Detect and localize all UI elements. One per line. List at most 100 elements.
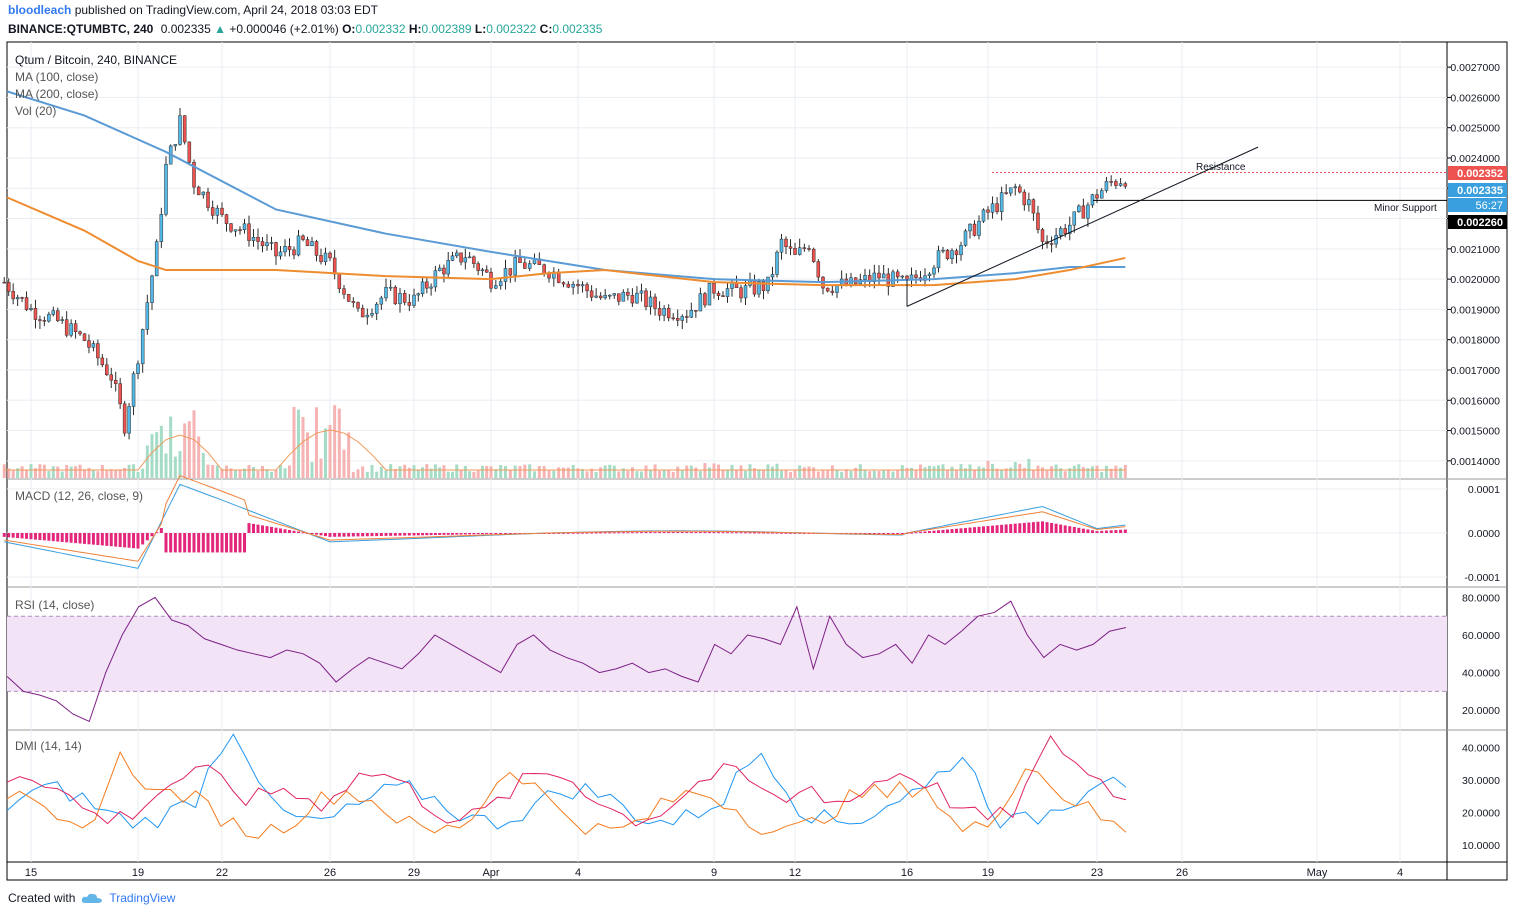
macd-histogram-bar [1009, 524, 1013, 533]
candle-body [220, 207, 224, 215]
volume-bar [1054, 464, 1058, 478]
macd-histogram-bar [489, 533, 493, 534]
volume-bar [802, 467, 806, 478]
macd-histogram-bar [504, 533, 507, 534]
macd-histogram-bar [612, 532, 616, 534]
volume-bar [261, 465, 264, 478]
macd-legend[interactable]: MACD (12, 26, close, 9) [15, 489, 143, 503]
author-name[interactable]: bloodleach [8, 3, 72, 17]
volume-bar [919, 464, 922, 478]
candle-body [196, 186, 201, 196]
candle-body [503, 268, 508, 282]
volume-bar [730, 464, 734, 478]
volume-bar [1004, 468, 1008, 478]
candle-body [498, 281, 503, 286]
candle-body [429, 286, 433, 289]
macd-histogram-bar [868, 533, 872, 534]
candle-body [707, 282, 712, 306]
volume-bar [955, 470, 958, 478]
candle-body [508, 268, 513, 276]
candle-body [251, 237, 256, 241]
volume-bar [676, 466, 680, 478]
volume-bar [621, 468, 625, 478]
volume-bar [16, 468, 20, 478]
rsi-tick-label: 40.0000 [1462, 668, 1500, 680]
tradingview-link[interactable]: TradingView [109, 891, 176, 905]
candle-body [374, 303, 379, 314]
rsi-line [6, 596, 1127, 723]
macd-histogram-bar [468, 533, 472, 535]
volume-bar [726, 469, 729, 478]
volume-bar [347, 432, 351, 478]
volume-bar [83, 469, 86, 478]
rsi-tick-label: 60.0000 [1462, 630, 1500, 642]
ma200-legend[interactable]: MA (200, close) [15, 87, 98, 101]
rsi-legend[interactable]: RSI (14, close) [15, 598, 94, 612]
volume-bar [310, 462, 314, 478]
volume-legend[interactable]: Vol (20) [15, 104, 56, 118]
candle-body [547, 273, 551, 279]
macd-histogram-bar [297, 531, 300, 533]
macd-histogram-bar [109, 533, 113, 547]
macd-histogram-bar [689, 532, 693, 534]
macd-histogram-bar [333, 533, 337, 537]
volume-bar [211, 465, 215, 478]
x-tick-label: 23 [1091, 867, 1103, 879]
candle-body [639, 290, 644, 294]
macd-histogram-bar [83, 533, 86, 544]
volume-bar [365, 471, 369, 478]
macd-histogram-bar [173, 533, 177, 553]
y-tick-label: 0.0018000 [1450, 335, 1500, 347]
candle-body [33, 308, 38, 320]
candle-body [305, 239, 310, 247]
volume-bar [542, 466, 546, 478]
volume-bar [60, 471, 64, 478]
volume-bar [798, 465, 802, 478]
macd-histogram-bar [923, 531, 927, 533]
candle-body [164, 163, 168, 215]
candle-body [82, 333, 87, 341]
volume-bar [74, 466, 78, 478]
volume-bar [590, 468, 594, 478]
macd-histogram-bar [270, 526, 273, 533]
volume-bar [47, 471, 51, 478]
candle-body [1104, 181, 1109, 191]
macd-histogram-bar [1068, 526, 1072, 533]
dmi-legend[interactable]: DMI (14, 14) [15, 739, 82, 753]
macd-histogram-bar [476, 533, 480, 535]
ma100-legend[interactable]: MA (100, close) [15, 70, 98, 84]
macd-histogram-bar [247, 523, 251, 533]
candle-body [105, 364, 109, 376]
volume-bar [1081, 467, 1085, 478]
macd-histogram-bar [703, 532, 707, 534]
macd-histogram-bar [361, 533, 365, 537]
volume-bar [485, 465, 489, 478]
candle-body [1090, 194, 1095, 206]
candle-body [402, 292, 407, 303]
volume-bar [973, 469, 976, 478]
volume-bar [425, 464, 429, 478]
candle-body [1123, 183, 1128, 187]
macd-histogram-bar [891, 533, 895, 534]
volume-bar [537, 466, 541, 478]
volume-bar [201, 452, 205, 478]
chart-title[interactable]: Qtum / Bitcoin, 240, BINANCE [15, 53, 177, 67]
candle-body [963, 230, 968, 246]
volume-bar [784, 469, 788, 478]
symbol-label: BINANCE:QTUMBTC, 240 [8, 22, 154, 36]
y-tick-label: 0.0025000 [1450, 123, 1500, 135]
candle-body [775, 251, 779, 275]
candle-body [830, 290, 835, 293]
macd-histogram-bar [132, 533, 136, 549]
macd-histogram-bar [398, 533, 402, 536]
volume-bar [868, 471, 872, 478]
volume-bar [566, 467, 570, 478]
macd-histogram-bar [1041, 521, 1044, 533]
volume-bar [150, 434, 154, 478]
volume-bar [238, 470, 242, 478]
volume-bar [1123, 464, 1127, 478]
volume-bar [959, 464, 963, 478]
candle-body [242, 223, 247, 231]
macd-histogram-bar [65, 533, 69, 543]
